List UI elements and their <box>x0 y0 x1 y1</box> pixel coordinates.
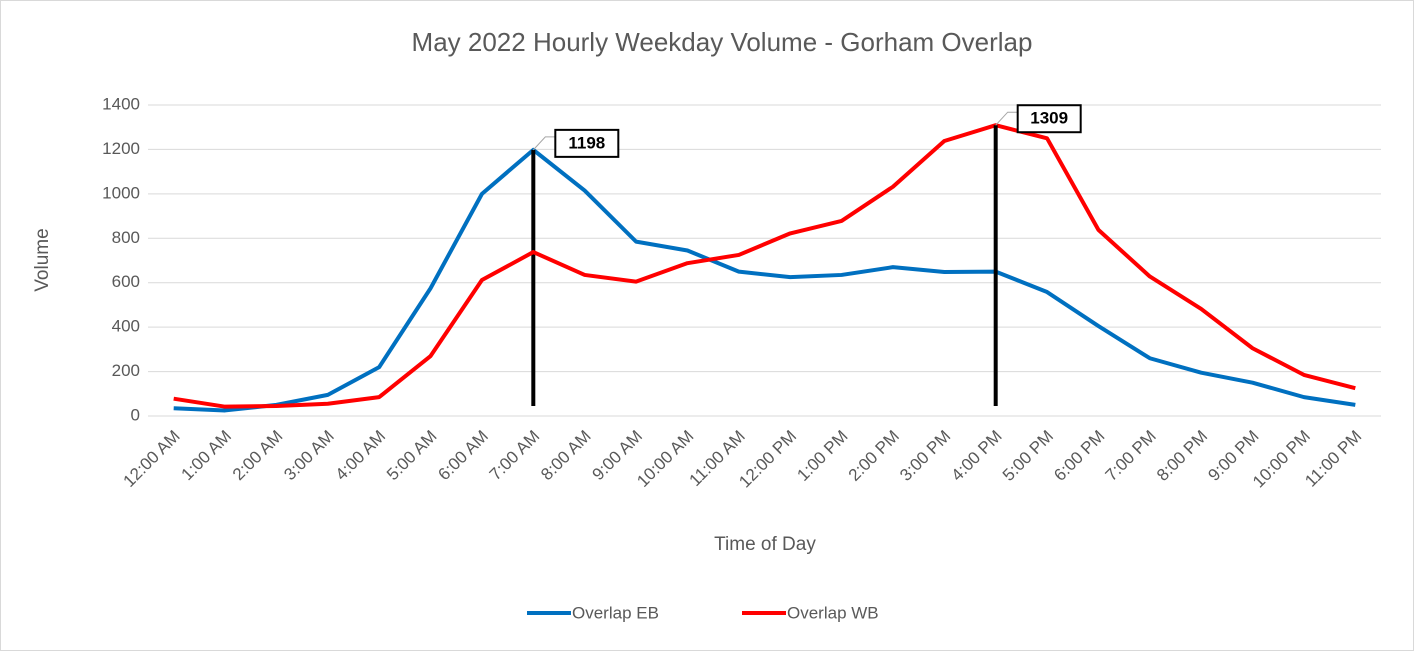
y-tick-label: 800 <box>112 228 140 247</box>
y-tick-label: 400 <box>112 317 140 336</box>
y-tick-label: 1200 <box>102 139 140 158</box>
legend-label: Overlap WB <box>787 603 879 622</box>
y-tick-label: 200 <box>112 361 140 380</box>
y-tick-label: 1000 <box>102 183 140 202</box>
label-leader <box>995 111 1018 126</box>
data-label: 1198 <box>568 133 605 152</box>
label-box <box>1016 104 1082 134</box>
label-box <box>554 128 620 158</box>
data-label: 1309 <box>1030 109 1068 128</box>
series-line <box>173 147 1356 413</box>
x-axis-label: Time of Day <box>714 534 816 555</box>
chart-title: May 2022 Hourly Weekday Volume - Gorham … <box>412 27 1033 57</box>
legend-label: Overlap EB <box>572 603 659 622</box>
y-axis-label: Volume <box>32 228 53 291</box>
y-tick-label: 1400 <box>102 94 140 113</box>
label-leader <box>532 136 556 151</box>
y-tick-label: 600 <box>112 272 140 291</box>
y-tick-label: 0 <box>131 405 140 424</box>
series-line <box>173 123 1356 409</box>
